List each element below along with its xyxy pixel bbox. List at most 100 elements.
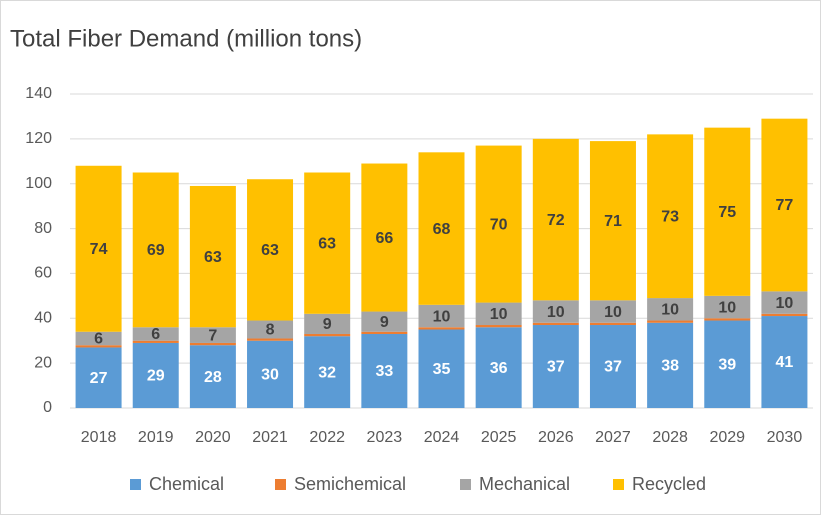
legend-label: Recycled — [632, 474, 706, 494]
data-label: 8 — [266, 322, 275, 339]
bar-segment — [361, 163, 408, 312]
legend-swatch — [130, 479, 141, 490]
x-tick-label: 2021 — [252, 429, 288, 446]
bar-segment — [704, 318, 751, 321]
data-label: 10 — [490, 306, 508, 323]
bar-segment — [132, 342, 179, 408]
data-label: 27 — [90, 370, 108, 387]
x-tick-label: 2030 — [767, 429, 803, 446]
x-tick-label: 2027 — [595, 429, 631, 446]
data-label: 32 — [318, 364, 336, 381]
bar-segment — [304, 333, 351, 337]
data-label: 66 — [375, 230, 393, 247]
bar-segment — [361, 311, 408, 332]
bar-segment — [704, 295, 751, 319]
legend-label: Chemical — [149, 474, 224, 494]
data-label: 10 — [604, 304, 622, 321]
bar-segment — [647, 298, 694, 321]
bar-segment — [475, 325, 522, 328]
data-label: 29 — [147, 368, 165, 385]
x-tick-label: 2020 — [195, 429, 231, 446]
x-tick-label: 2028 — [652, 429, 688, 446]
data-label: 39 — [718, 356, 736, 373]
data-label: 74 — [90, 241, 108, 258]
bar-segment — [189, 345, 236, 408]
bar-segment — [761, 313, 808, 317]
bar-segment — [704, 127, 751, 296]
bar-segment — [589, 322, 636, 326]
data-label: 9 — [380, 314, 389, 331]
data-label: 68 — [433, 221, 451, 238]
bar-segment — [647, 134, 694, 299]
y-tick-label: 0 — [43, 399, 52, 416]
data-label: 36 — [490, 360, 508, 377]
chart-title: Total Fiber Demand (million tons) — [10, 25, 362, 52]
bar-segment — [75, 165, 122, 332]
legend-label: Semichemical — [294, 474, 406, 494]
data-label: 70 — [490, 216, 508, 233]
bar-segment — [304, 336, 351, 408]
bar-segment — [647, 322, 694, 408]
bar-segment — [304, 172, 351, 314]
data-label: 30 — [261, 367, 279, 384]
x-tick-label: 2018 — [81, 429, 117, 446]
bar-segment — [647, 320, 694, 323]
y-tick-label: 40 — [34, 310, 52, 327]
bar-segment — [247, 320, 294, 339]
bar-segment — [418, 329, 465, 408]
bar-segment — [589, 325, 636, 408]
x-tick-label: 2026 — [538, 429, 574, 446]
bar-segment — [75, 331, 122, 346]
data-label: 41 — [776, 354, 794, 371]
y-tick-label: 140 — [25, 85, 52, 102]
bar-segment — [475, 145, 522, 303]
bar-segment — [132, 327, 179, 341]
bar-segment — [247, 179, 294, 321]
bar-segment — [132, 172, 179, 328]
x-tick-label: 2025 — [481, 429, 517, 446]
bar-segment — [761, 291, 808, 314]
legend-swatch — [460, 479, 471, 490]
y-tick-label: 100 — [25, 175, 52, 192]
data-label: 35 — [433, 361, 451, 378]
data-label: 10 — [547, 304, 565, 321]
bar-segment — [247, 338, 294, 341]
bar-segment — [361, 333, 408, 408]
data-label: 72 — [547, 212, 565, 229]
data-label: 10 — [661, 302, 679, 319]
x-tick-label: 2023 — [367, 429, 403, 446]
x-tick-label: 2029 — [709, 429, 745, 446]
bar-segment — [475, 302, 522, 326]
data-label: 63 — [204, 249, 222, 266]
bar-segment — [532, 325, 579, 408]
data-label: 37 — [547, 359, 565, 376]
data-label: 38 — [661, 358, 679, 375]
data-label: 10 — [718, 299, 736, 316]
data-label: 28 — [204, 369, 222, 386]
legend-swatch — [275, 479, 286, 490]
data-label: 71 — [604, 213, 622, 230]
bar-segment — [189, 342, 236, 346]
bar-segment — [418, 327, 465, 330]
data-label: 10 — [776, 295, 794, 312]
bar-segment — [589, 300, 636, 323]
bar-segment — [189, 185, 236, 328]
data-label: 63 — [261, 242, 279, 259]
bar-segment — [475, 327, 522, 408]
bar-segment — [532, 138, 579, 301]
bar-segment — [189, 327, 236, 343]
data-label: 6 — [151, 326, 160, 343]
data-label: 10 — [433, 308, 451, 325]
bar-segment — [418, 304, 465, 328]
x-tick-label: 2022 — [309, 429, 345, 446]
bar-segment — [418, 152, 465, 305]
bar-segment — [132, 340, 179, 343]
bar-segment — [304, 313, 351, 334]
legend-swatch — [613, 479, 624, 490]
data-label: 7 — [208, 327, 217, 344]
legend-label: Mechanical — [479, 474, 570, 494]
data-label: 9 — [323, 316, 332, 333]
y-tick-label: 20 — [34, 354, 52, 371]
